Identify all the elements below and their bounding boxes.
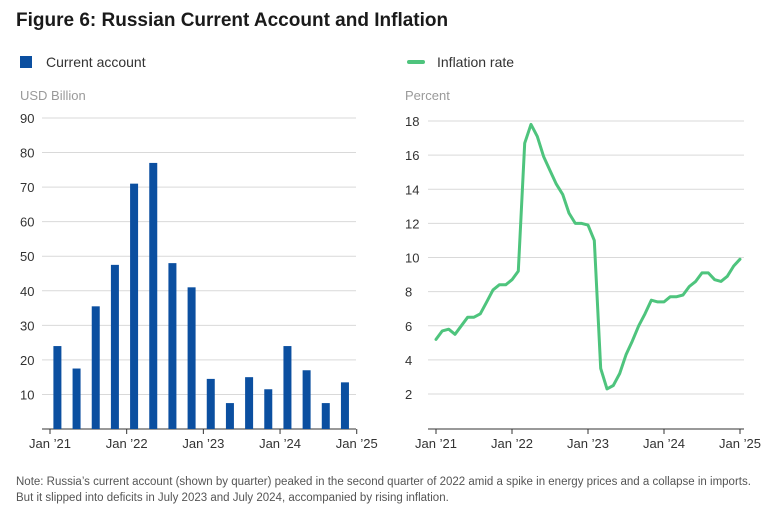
- bar: [130, 183, 139, 429]
- bar: [264, 389, 273, 429]
- bar: [321, 403, 330, 429]
- x-tick-label-left: Jan ’24: [259, 436, 301, 451]
- x-tick-label-left: Jan ’21: [29, 436, 71, 451]
- bar: [283, 346, 292, 429]
- bar: [245, 377, 254, 429]
- y-tick-label-left: 30: [20, 318, 34, 333]
- y-axis-label-right: Percent: [405, 88, 450, 103]
- legend-swatch-bar: [20, 56, 32, 68]
- figure-title: Figure 6: Russian Current Account and In…: [16, 10, 449, 31]
- legend-current-account: Current account: [20, 54, 146, 70]
- bar: [340, 382, 349, 429]
- y-tick-label-left: 90: [20, 111, 34, 126]
- y-tick-label-right: 4: [405, 353, 412, 368]
- y-tick-label-left: 40: [20, 284, 34, 299]
- bar: [53, 346, 62, 429]
- y-tick-label-right: 16: [405, 148, 419, 163]
- legend-inflation-rate: Inflation rate: [407, 54, 514, 70]
- y-tick-label-right: 2: [405, 387, 412, 402]
- y-tick-label-left: 50: [20, 249, 34, 264]
- x-tick-label-right: Jan ’24: [643, 436, 685, 451]
- bar: [225, 403, 234, 429]
- x-tick-label-left: Jan ’22: [106, 436, 148, 451]
- current-account-chart: 10 20 30 40 50 60 70 80 90 Jan ’21 Jan ’22 Jan ’23 J…: [20, 111, 378, 451]
- bar: [187, 287, 196, 429]
- bar: [206, 378, 215, 429]
- y-tick-label-right: 8: [405, 285, 412, 300]
- y-tick-label-right: 12: [405, 216, 419, 231]
- y-tick-label-left: 80: [20, 146, 34, 161]
- y-tick-label-left: 10: [20, 387, 34, 402]
- y-tick-label-right: 14: [405, 182, 419, 197]
- bar: [110, 264, 119, 429]
- bar: [91, 306, 100, 429]
- x-tick-label-right: Jan ’25: [719, 436, 761, 451]
- bar: [168, 263, 177, 429]
- y-tick-label-right: 10: [405, 251, 419, 266]
- legend-label-current-account: Current account: [46, 54, 146, 70]
- x-tick-label-right: Jan ’22: [491, 436, 533, 451]
- y-axis-label-left: USD Billion: [20, 88, 86, 103]
- footnote: Note: Russia’s current account (shown by…: [16, 476, 751, 504]
- y-tick-label-right: 6: [405, 319, 412, 334]
- inflation-rate-chart: 2 4 6 8 10 12 14 16 18 Jan ’21 Jan ’22 Jan ’23 Jan ’…: [405, 114, 761, 451]
- x-tick-label-right: Jan ’21: [415, 436, 457, 451]
- y-tick-label-right: 18: [405, 114, 419, 129]
- legend-swatch-line: [407, 60, 425, 64]
- y-tick-label-left: 20: [20, 353, 34, 368]
- inflation-series-line: [434, 122, 742, 391]
- bar: [302, 370, 311, 429]
- x-tick-label-left: Jan ’25: [336, 436, 378, 451]
- bar: [149, 162, 158, 429]
- charts-canvas: 10 20 30 40 50 60 70 80 90 Jan ’21 Jan ’22 Jan ’23 J…: [20, 111, 761, 451]
- legend-label-inflation-rate: Inflation rate: [437, 54, 515, 70]
- y-tick-label-left: 70: [20, 180, 34, 195]
- bar: [72, 368, 81, 429]
- x-tick-label-left: Jan ’23: [182, 436, 224, 451]
- y-tick-label-left: 60: [20, 215, 34, 230]
- x-tick-label-right: Jan ’23: [567, 436, 609, 451]
